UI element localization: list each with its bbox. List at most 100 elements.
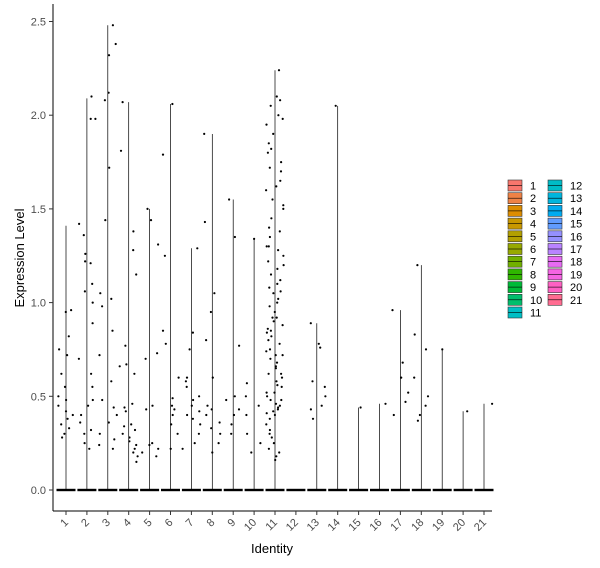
data-point xyxy=(238,344,241,347)
data-point xyxy=(279,279,282,282)
legend-label-15: 15 xyxy=(570,219,582,231)
data-point xyxy=(233,395,236,398)
data-point xyxy=(274,402,278,405)
data-point xyxy=(191,417,194,420)
legend-label-7: 7 xyxy=(530,257,536,269)
data-point xyxy=(66,417,69,420)
data-point xyxy=(281,117,284,120)
data-point xyxy=(277,297,280,300)
data-point xyxy=(128,440,131,443)
x-tick-label: 12 xyxy=(284,517,301,534)
data-point xyxy=(267,339,270,342)
data-point xyxy=(267,142,270,145)
data-point xyxy=(121,101,124,104)
data-point xyxy=(384,402,387,405)
legend-label-5: 5 xyxy=(530,231,536,243)
data-point xyxy=(441,348,444,351)
data-point xyxy=(169,447,172,450)
data-point xyxy=(273,413,276,417)
data-point xyxy=(114,42,117,46)
x-axis: 1 2 3 4 5 6 7 8 9 10 11 12 13 14 15 16 17 18 19 20 21 xyxy=(53,510,492,534)
data-point xyxy=(60,372,63,375)
data-point xyxy=(121,432,124,435)
data-point xyxy=(91,398,94,402)
data-point xyxy=(267,447,270,450)
data-point xyxy=(233,235,236,239)
data-point xyxy=(278,230,281,233)
data-point xyxy=(416,264,419,267)
data-point xyxy=(267,260,270,263)
data-point xyxy=(246,432,249,435)
x-tick-label: 16 xyxy=(367,517,384,534)
legend-label-3: 3 xyxy=(530,206,536,218)
data-point xyxy=(265,350,268,353)
data-point xyxy=(84,252,87,255)
data-point xyxy=(192,398,195,402)
data-point xyxy=(271,198,274,201)
data-point xyxy=(170,423,173,426)
data-point xyxy=(89,117,92,120)
data-point xyxy=(83,442,86,445)
data-point xyxy=(135,460,138,463)
data-point xyxy=(217,442,220,445)
data-point xyxy=(270,335,273,338)
data-point xyxy=(320,404,323,407)
data-point xyxy=(188,348,191,351)
data-point xyxy=(156,352,159,355)
data-point xyxy=(131,402,134,405)
data-point xyxy=(426,395,430,398)
data-point xyxy=(136,455,139,458)
legend-label-17: 17 xyxy=(570,244,582,256)
legend-label-18: 18 xyxy=(570,257,582,269)
data-point xyxy=(277,69,281,72)
legend-label-11: 11 xyxy=(530,308,541,320)
data-point xyxy=(281,354,284,357)
data-point xyxy=(90,372,93,375)
data-point xyxy=(274,458,277,462)
data-point xyxy=(275,361,279,364)
data-point xyxy=(271,316,274,319)
data-point xyxy=(118,365,121,368)
data-point xyxy=(219,432,222,435)
data-point xyxy=(132,249,135,252)
x-tick-label: 3 xyxy=(100,517,113,530)
data-point xyxy=(104,219,107,222)
data-point xyxy=(274,367,277,370)
data-point xyxy=(190,404,193,407)
data-point xyxy=(275,380,278,383)
y-tick-label: 1.0 xyxy=(31,298,46,310)
data-point xyxy=(309,408,312,411)
violin-base-12 xyxy=(286,488,306,492)
data-point xyxy=(416,419,419,422)
x-tick-label: 2 xyxy=(79,517,92,530)
data-point xyxy=(268,286,271,289)
data-point xyxy=(265,412,268,415)
data-point xyxy=(155,455,158,458)
data-point xyxy=(413,333,416,336)
data-point xyxy=(141,451,144,454)
data-point xyxy=(108,166,111,169)
legend-label-16: 16 xyxy=(570,231,582,243)
data-point xyxy=(466,410,469,413)
data-point xyxy=(84,260,87,263)
data-point xyxy=(424,348,428,351)
data-point xyxy=(269,273,273,276)
y-tick-label: 2.0 xyxy=(31,110,46,122)
data-point xyxy=(211,451,214,454)
data-point xyxy=(123,425,126,428)
data-point xyxy=(161,153,165,156)
data-point xyxy=(279,170,283,173)
data-point xyxy=(209,310,212,314)
x-tick-label: 14 xyxy=(326,517,343,534)
data-point xyxy=(123,406,126,409)
data-point xyxy=(334,104,337,107)
data-point xyxy=(418,413,421,417)
data-point xyxy=(268,417,271,420)
data-point xyxy=(146,207,149,210)
data-point xyxy=(282,204,285,207)
data-point xyxy=(392,413,395,417)
data-point xyxy=(272,132,275,135)
data-point xyxy=(125,363,128,366)
data-point xyxy=(70,309,73,312)
data-point xyxy=(309,322,312,325)
